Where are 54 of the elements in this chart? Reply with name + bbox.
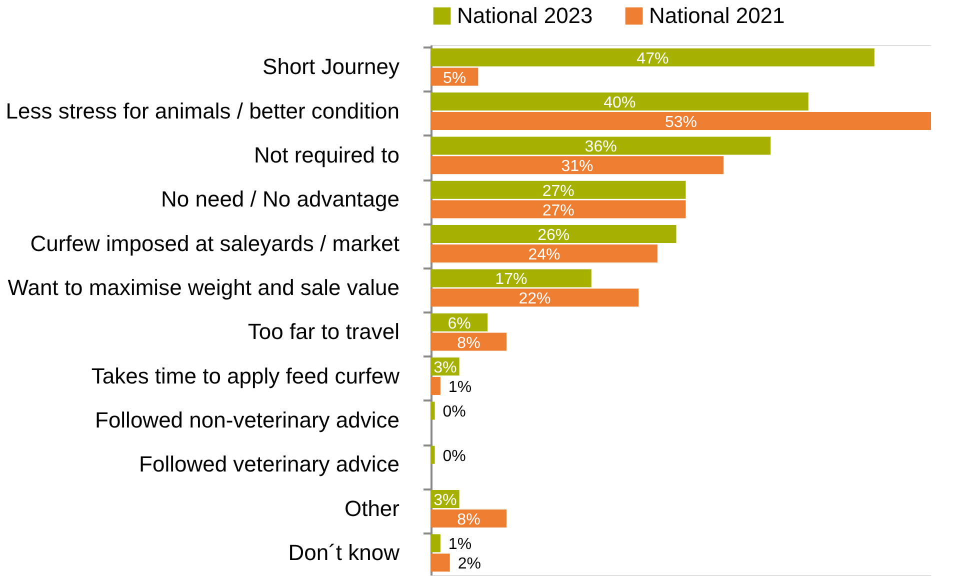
y-tick-label: Takes time to apply feed curfew [91, 363, 400, 388]
data-label: 0% [442, 448, 466, 465]
bar [431, 509, 506, 528]
bar [431, 376, 440, 395]
bar [431, 225, 676, 244]
bar [431, 554, 450, 572]
bar [431, 48, 874, 66]
y-tick-label: Curfew imposed at saleyards / market [30, 230, 400, 256]
bar [431, 200, 686, 218]
y-tick-label: Followed veterinary advice [139, 452, 400, 477]
data-label: 3% [434, 360, 457, 377]
data-label: 5% [443, 70, 466, 87]
y-tick-label: Other [344, 496, 400, 521]
bar [431, 332, 506, 351]
y-tick-label: No need / No advantage [160, 186, 400, 212]
bar [431, 446, 435, 464]
bar [431, 269, 592, 288]
bar [431, 156, 724, 174]
data-label: 24% [528, 246, 560, 264]
data-label: 27% [542, 202, 574, 220]
data-label: 22% [518, 290, 551, 308]
bar [431, 534, 440, 552]
y-tick-label: Don´t know [288, 540, 400, 565]
data-label: 27% [542, 182, 574, 200]
data-label: 47% [636, 50, 669, 68]
data-label: 6% [448, 315, 471, 332]
data-label: 1% [448, 378, 472, 396]
y-tick-label: Not required to [254, 142, 400, 168]
bar [431, 402, 435, 420]
bar [431, 92, 808, 111]
bar [431, 180, 686, 199]
data-label: 40% [604, 94, 636, 112]
y-tick-label: Too far to travel [248, 319, 400, 344]
legend-label: National 2021 [649, 3, 785, 28]
bar [431, 244, 658, 262]
data-label: 17% [495, 271, 528, 288]
data-label: 2% [458, 556, 481, 573]
data-label: 31% [561, 158, 594, 176]
bar [431, 288, 639, 307]
bar [431, 136, 771, 155]
data-label: 8% [457, 334, 480, 352]
y-tick-label: Less stress for animals / better condition [6, 98, 400, 124]
data-label: 53% [664, 114, 698, 131]
bar [431, 112, 931, 130]
data-label: 26% [538, 227, 570, 244]
data-label: 1% [448, 536, 472, 554]
data-label: 0% [442, 404, 466, 421]
data-label: 8% [457, 511, 480, 528]
y-tick-label: Short Journey [262, 54, 400, 80]
data-label: 3% [434, 492, 457, 510]
legend-label: National 2023 [457, 3, 593, 28]
y-tick-label: Want to maximise weight and sale value [8, 274, 400, 300]
y-tick-label: Followed non-veterinary advice [95, 407, 400, 432]
data-label: 36% [584, 138, 617, 156]
